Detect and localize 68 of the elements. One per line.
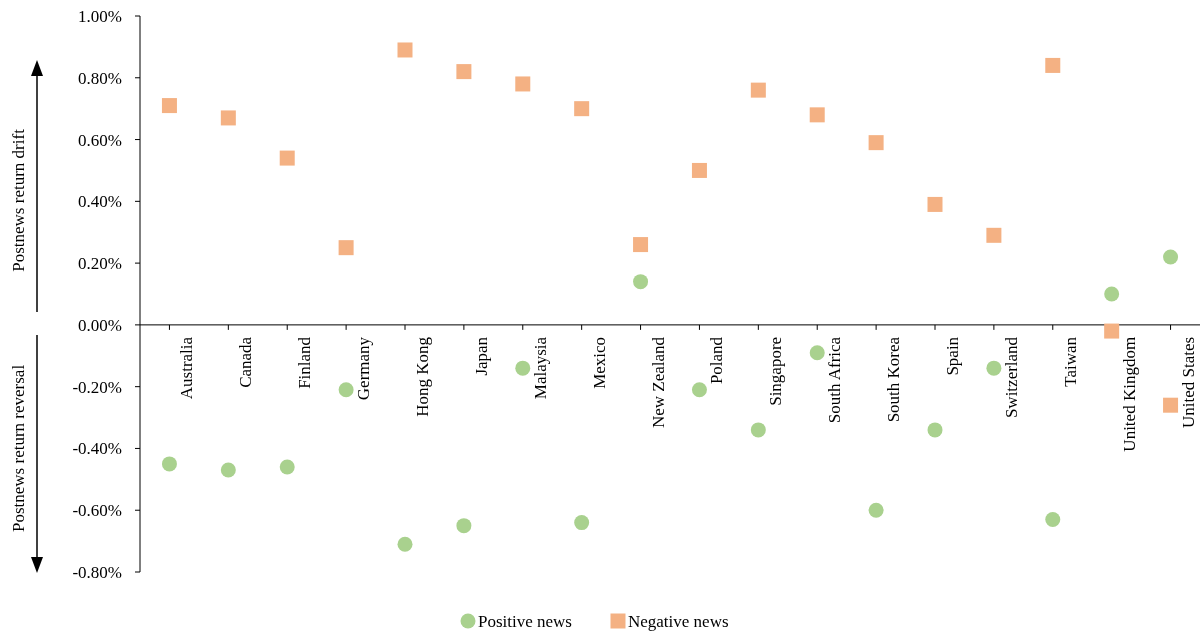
point: [456, 64, 472, 80]
y-tick-label: -0.20%: [72, 377, 122, 397]
x-tick-label: Spain: [943, 336, 962, 376]
point: [279, 459, 295, 475]
point: [868, 135, 884, 151]
x-tick-label: Taiwan: [1060, 336, 1080, 387]
y-tick-label: 0.00%: [78, 315, 122, 335]
point: [574, 515, 590, 531]
point: [986, 360, 1002, 376]
x-tick-label: South Africa: [825, 336, 845, 424]
point: [1163, 397, 1179, 413]
x-tick-label: Canada: [236, 336, 256, 388]
point: [220, 462, 236, 478]
point: [750, 82, 766, 98]
point: [338, 240, 354, 256]
point: [574, 101, 590, 117]
point: [456, 518, 472, 534]
point: [397, 42, 413, 58]
point: [927, 422, 943, 438]
point: [279, 150, 295, 166]
point: [397, 536, 413, 552]
y-tick-label: -0.40%: [72, 439, 122, 459]
point: [220, 110, 236, 126]
point: [161, 98, 177, 114]
point: [691, 162, 707, 178]
text: Postnews return reversal: [9, 364, 28, 533]
point: [633, 237, 649, 253]
x-tick-label: United States: [1178, 336, 1198, 429]
point: [868, 502, 884, 518]
y-tick-label: 0.20%: [78, 254, 122, 274]
x-tick-label: Australia: [177, 336, 197, 400]
point: [633, 274, 649, 290]
x-tick-label: Japan: [471, 336, 491, 376]
x-tick-label: Finland: [295, 336, 315, 389]
y-tick-label: 0.40%: [78, 192, 122, 212]
point: [338, 382, 354, 398]
x-tick-label: Mexico: [589, 336, 609, 389]
x-tick-label: New Zealand: [648, 336, 668, 428]
point: [927, 196, 943, 212]
legend-label: Positive news: [478, 612, 572, 631]
point: [161, 456, 177, 472]
x-tick-label: Poland: [707, 336, 727, 385]
point: [809, 345, 825, 361]
x-tick-label: South Korea: [884, 336, 904, 423]
y-tick-label: 0.80%: [78, 68, 122, 88]
x-tick-label: Singapore: [766, 336, 786, 406]
point: [986, 227, 1002, 243]
point: [691, 382, 707, 398]
y-tick-label: 1.00%: [78, 7, 122, 26]
point: [809, 107, 825, 123]
x-tick-label: United Kingdom: [1119, 336, 1139, 452]
y-axis-title: Postnews return drift: [9, 128, 28, 272]
point: [1163, 249, 1179, 265]
point: [750, 422, 766, 438]
point: [1045, 57, 1061, 73]
y-tick-label: 0.60%: [78, 130, 122, 150]
x-tick-label: Switzerland: [1001, 336, 1021, 419]
y-tick-label: -0.80%: [72, 563, 122, 582]
point: [1104, 286, 1120, 302]
x-tick-label: Malaysia: [530, 336, 550, 400]
y-tick-label: -0.60%: [72, 501, 122, 521]
x-tick-label: Germany: [354, 336, 374, 401]
point: [1045, 511, 1061, 527]
x-tick-label: Hong Kong: [413, 336, 432, 417]
point: [515, 76, 531, 92]
point: [1104, 323, 1120, 339]
point: [515, 360, 531, 376]
legend-label: Negative news: [628, 612, 729, 631]
